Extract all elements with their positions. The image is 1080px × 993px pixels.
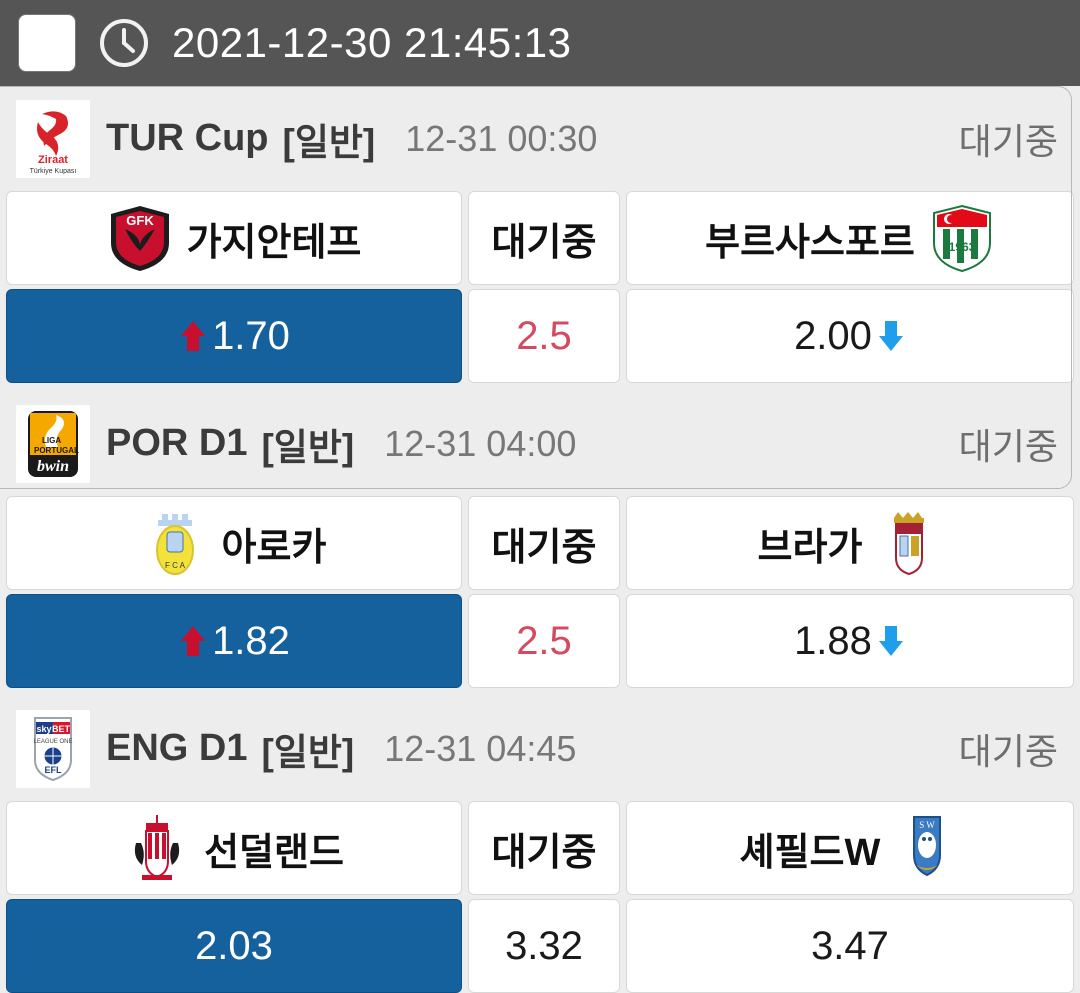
league-block-por-d1: LIGA PORTUGAL bwin POR D1 [일반] 12-31 04:…	[0, 391, 1080, 688]
svg-text:PORTUGAL: PORTUGAL	[34, 446, 79, 455]
match-status-cell: 대기중	[468, 801, 620, 895]
league-header[interactable]: Ziraat Türkiye Kupası TUR Cup [일반] 12-31…	[0, 86, 1080, 191]
sunderland-crest	[134, 815, 180, 880]
odd-handicap-value: 2.5	[516, 313, 572, 358]
odd-home-button[interactable]: 1.70	[6, 289, 462, 383]
svg-text:Ziraat: Ziraat	[38, 154, 68, 166]
league-name: POR D1	[106, 422, 248, 464]
match-status: 대기중	[491, 831, 597, 874]
svg-text:bwin: bwin	[37, 458, 69, 475]
liga-portugal-bwin-logo: LIGA PORTUGAL bwin	[16, 404, 90, 483]
odd-home-button[interactable]: 1.82	[6, 594, 462, 688]
match-status: 대기중	[491, 526, 597, 569]
league-start-time: 12-31 00:30	[405, 117, 598, 159]
odd-home-value: 2.03	[195, 923, 273, 968]
svg-text:S W: S W	[920, 820, 936, 830]
league-kind: [일반]	[261, 731, 355, 773]
teams-row: 선덜랜드 대기중 셰필드W S W	[0, 801, 1080, 895]
bursaspor-crest: 1963	[932, 204, 991, 273]
up-arrow-icon	[181, 626, 206, 656]
away-team-cell[interactable]: 셰필드W S W	[626, 801, 1074, 895]
home-team-name: 선덜랜드	[204, 831, 344, 874]
odd-home-value: 1.82	[212, 618, 290, 663]
odd-away-button[interactable]: 1.88	[626, 594, 1074, 688]
league-kind: [일반]	[261, 426, 355, 468]
league-name: TUR Cup	[106, 117, 269, 159]
odd-handicap-cell[interactable]: 2.5	[468, 289, 620, 383]
league-status: 대기중	[958, 730, 1058, 772]
svg-text:BET: BET	[52, 724, 71, 734]
white-square-checkbox[interactable]	[18, 14, 76, 72]
down-arrow-icon	[878, 321, 903, 351]
odd-draw-button[interactable]: 3.32	[468, 899, 620, 993]
away-team-cell[interactable]: 부르사스포르 1963	[626, 191, 1074, 285]
sky-bet-league-one-efl-logo: sky BET LEAGUE ONE EFL	[16, 709, 90, 788]
home-team-cell[interactable]: F C A 아로카	[6, 496, 462, 590]
svg-text:EFL: EFL	[45, 765, 63, 775]
league-start-time: 12-31 04:00	[384, 422, 577, 464]
league-block-eng-d1: sky BET LEAGUE ONE EFL ENG D1 [일반] 12-31…	[0, 696, 1080, 993]
odd-home-value: 1.70	[212, 313, 290, 358]
away-team-name: 부르사스포르	[705, 221, 915, 264]
ziraat-turkiye-kupasi-logo: Ziraat Türkiye Kupası	[16, 99, 90, 178]
svg-text:F C A: F C A	[165, 561, 186, 570]
odd-away-value: 1.88	[794, 618, 872, 663]
sheffield-wednesday-crest: S W	[913, 816, 942, 877]
home-team-cell[interactable]: GFK 가지안테프	[6, 191, 462, 285]
league-start-time: 12-31 04:45	[384, 727, 577, 769]
away-team-name: 브라가	[757, 526, 863, 569]
svg-text:1963: 1963	[949, 240, 976, 254]
away-team-name: 셰필드W	[739, 831, 881, 874]
odds-row: 1.70 2.5 2.00	[0, 289, 1080, 383]
teams-row: F C A 아로카 대기중 브라가	[0, 496, 1080, 590]
odd-away-value: 3.47	[811, 923, 889, 968]
home-team-cell[interactable]: 선덜랜드	[6, 801, 462, 895]
timestamp: 2021-12-30 21:45:13	[172, 19, 572, 66]
odd-away-value: 2.00	[794, 313, 872, 358]
status-bar: 2021-12-30 21:45:13	[0, 0, 1080, 86]
up-arrow-icon	[181, 321, 206, 351]
odds-row: 2.03 3.32 3.47	[0, 899, 1080, 993]
away-team-cell[interactable]: 브라가	[626, 496, 1074, 590]
home-team-name: 가지안테프	[186, 221, 362, 264]
odd-away-button[interactable]: 2.00	[626, 289, 1074, 383]
league-status: 대기중	[958, 425, 1058, 467]
league-name: ENG D1	[106, 727, 248, 769]
clock-icon	[100, 19, 148, 67]
match-list[interactable]: Ziraat Türkiye Kupası TUR Cup [일반] 12-31…	[0, 86, 1080, 993]
gaziantep-fk-crest: GFK	[110, 206, 169, 271]
league-header[interactable]: LIGA PORTUGAL bwin POR D1 [일반] 12-31 04:…	[0, 391, 1080, 496]
odd-away-button[interactable]: 3.47	[626, 899, 1074, 993]
match-status-cell: 대기중	[468, 496, 620, 590]
odd-draw-value: 3.32	[505, 923, 583, 968]
home-team-name: 아로카	[221, 526, 327, 569]
arouca-crest: F C A	[155, 514, 194, 575]
league-kind: [일반]	[282, 121, 376, 163]
odds-row: 1.82 2.5 1.88	[0, 594, 1080, 688]
odd-home-button[interactable]: 2.03	[6, 899, 462, 993]
odd-handicap-value: 2.5	[516, 618, 572, 663]
svg-text:LEAGUE ONE: LEAGUE ONE	[33, 739, 72, 745]
league-status: 대기중	[958, 120, 1058, 162]
teams-row: GFK 가지안테프 대기중 부르사스포르	[0, 191, 1080, 285]
match-status-cell: 대기중	[468, 191, 620, 285]
down-arrow-icon	[878, 626, 903, 656]
svg-text:GFK: GFK	[126, 213, 154, 228]
match-status: 대기중	[491, 221, 597, 264]
league-block-tur-cup: Ziraat Türkiye Kupası TUR Cup [일반] 12-31…	[0, 86, 1080, 383]
odd-handicap-cell[interactable]: 2.5	[468, 594, 620, 688]
svg-text:Türkiye Kupası: Türkiye Kupası	[30, 168, 77, 175]
league-header[interactable]: sky BET LEAGUE ONE EFL ENG D1 [일반] 12-31…	[0, 696, 1080, 801]
braga-crest	[894, 512, 925, 576]
svg-text:LIGA: LIGA	[42, 436, 61, 445]
svg-text:sky: sky	[36, 724, 51, 734]
